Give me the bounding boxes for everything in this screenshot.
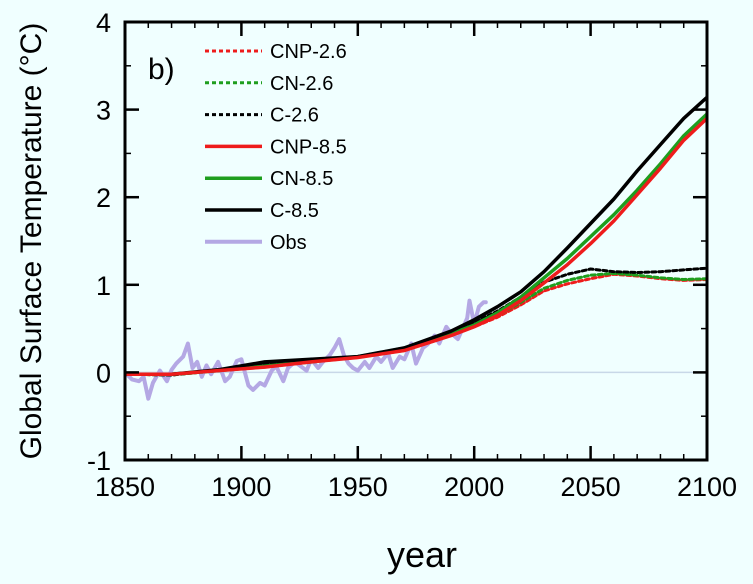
legend-label: C-8.5 — [270, 200, 319, 222]
panel-label: b) — [148, 53, 175, 86]
x-tick-label: 1850 — [95, 472, 155, 502]
series-line-cn-8-5 — [125, 112, 707, 376]
legend-label: CN-8.5 — [270, 168, 333, 190]
y-axis-title: Global Surface Temperature (°C) — [15, 23, 48, 460]
y-tick-label: 3 — [96, 96, 111, 126]
legend-label: Obs — [270, 232, 307, 254]
legend: CNP-2.6 CN-2.6 C-2.6 CNP-8.5 CN-8.5 C-8.5 Obs — [205, 41, 347, 254]
x-tick-label: 1950 — [328, 472, 388, 502]
y-tick-label: 2 — [96, 183, 111, 213]
legend-label: CNP-2.6 — [270, 41, 347, 63]
x-tick-label: 1900 — [211, 472, 271, 502]
y-tick-label: -1 — [87, 446, 111, 476]
y-tick-label: 0 — [96, 358, 111, 388]
x-tick-label: 2000 — [444, 472, 504, 502]
series-line-obs — [125, 298, 488, 401]
plot-area — [125, 95, 707, 401]
legend-label: CNP-8.5 — [270, 136, 347, 158]
series-line-cnp-8-5 — [125, 116, 707, 376]
series-line-c-8-5 — [125, 95, 707, 376]
legend-label: C-2.6 — [270, 105, 319, 127]
y-tick-label: 4 — [96, 8, 111, 38]
x-tick-label: 2100 — [677, 472, 737, 502]
x-tick-label: 2050 — [561, 472, 621, 502]
axes: 1850 1900 1950 2000 2050 2100 -1 0 1 2 3 4 — [87, 8, 737, 502]
y-tick-label: 1 — [96, 271, 111, 301]
x-axis-title: year — [387, 534, 457, 575]
legend-label: CN-2.6 — [270, 73, 333, 95]
